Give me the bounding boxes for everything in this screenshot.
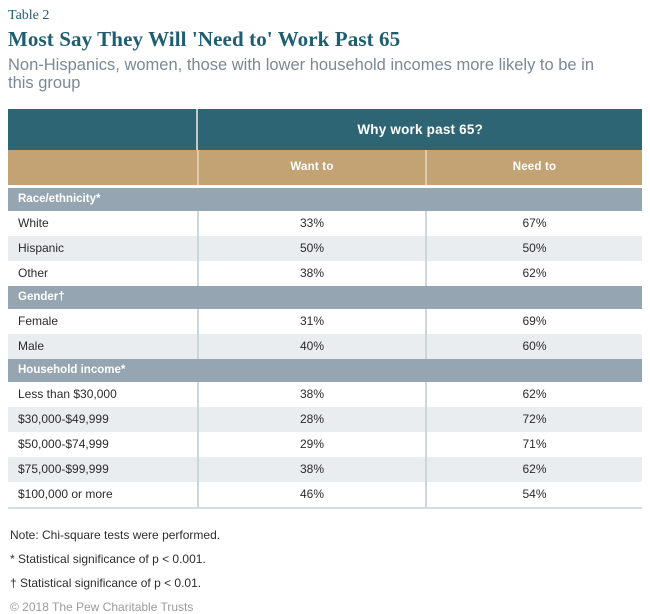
- note-chi-square: Note: Chi-square tests were performed.: [10, 527, 221, 542]
- row-label: $50,000-$74,999: [18, 437, 109, 452]
- table-row: $75,000-$99,999 38% 62%: [8, 456, 642, 482]
- want-value: 31%: [197, 308, 425, 334]
- row-label: Less than $30,000: [18, 387, 117, 402]
- want-value: 38%: [197, 260, 425, 286]
- want-value: 29%: [197, 431, 425, 457]
- column-header-empty-cell: [8, 150, 197, 185]
- row-label: $100,000 or more: [18, 487, 113, 502]
- want-value: 28%: [197, 406, 425, 432]
- need-value: 50%: [425, 235, 642, 261]
- need-value: 69%: [425, 308, 642, 334]
- row-label: $75,000-$99,999: [18, 462, 109, 477]
- row-label: Hispanic: [18, 241, 65, 256]
- row-label: $30,000-$49,999: [18, 412, 109, 427]
- want-value: 40%: [197, 333, 425, 359]
- need-value: 72%: [425, 406, 642, 432]
- row-label: Other: [18, 266, 49, 281]
- spanning-header-label: Why work past 65?: [357, 121, 484, 137]
- section-header-income: Household income*: [8, 358, 642, 382]
- need-value: 62%: [425, 456, 642, 482]
- table-row: $30,000-$49,999 28% 72%: [8, 406, 642, 432]
- table-row: White 33% 67%: [8, 210, 642, 236]
- want-value: 33%: [197, 210, 425, 236]
- need-value: 62%: [425, 260, 642, 286]
- data-table: Why work past 65? Want to Need to Race/e…: [8, 108, 642, 509]
- section-header-race: Race/ethnicity*: [8, 187, 642, 211]
- note-significance-01: † Statistical significance of p < 0.01.: [10, 575, 202, 590]
- table-row: Hispanic 50% 50%: [8, 235, 642, 261]
- table-row: $100,000 or more 46% 54%: [8, 481, 642, 507]
- table-row: Male 40% 60%: [8, 333, 642, 359]
- table-row: $50,000-$74,999 29% 71%: [8, 431, 642, 457]
- header-empty-cell: [8, 109, 196, 150]
- copyright-line: © 2018 The Pew Charitable Trusts: [10, 599, 194, 614]
- row-label: Male: [18, 339, 45, 354]
- row-label: Female: [18, 314, 59, 329]
- table-row: Other 38% 62%: [8, 260, 642, 286]
- column-header-want: Want to: [197, 149, 425, 185]
- note-significance-001: * Statistical significance of p < 0.001.: [10, 551, 206, 566]
- need-value: 62%: [425, 381, 642, 407]
- table-header-row: Why work past 65?: [8, 108, 642, 150]
- want-value: 46%: [197, 481, 425, 507]
- table-row: Less than $30,000 38% 62%: [8, 381, 642, 407]
- figure-title: Most Say They Will 'Need to' Work Past 6…: [8, 27, 401, 51]
- want-value: 38%: [197, 381, 425, 407]
- want-value: 50%: [197, 235, 425, 261]
- need-value: 71%: [425, 431, 642, 457]
- column-header-need: Need to: [425, 149, 642, 185]
- column-header-row: Want to Need to: [8, 149, 642, 185]
- want-value: 38%: [197, 456, 425, 482]
- spanning-header-cell: Why work past 65?: [196, 108, 642, 150]
- section-header-gender: Gender†: [8, 285, 642, 309]
- need-value: 54%: [425, 481, 642, 507]
- figure-subtitle: Non-Hispanics, women, those with lower h…: [8, 56, 595, 93]
- footnotes: Note: Chi-square tests were performed. *…: [10, 528, 642, 614]
- need-value: 67%: [425, 210, 642, 236]
- need-value: 60%: [425, 333, 642, 359]
- row-label: White: [18, 216, 49, 231]
- table-number-label: Table 2: [8, 8, 50, 23]
- table-row: Female 31% 69%: [8, 308, 642, 334]
